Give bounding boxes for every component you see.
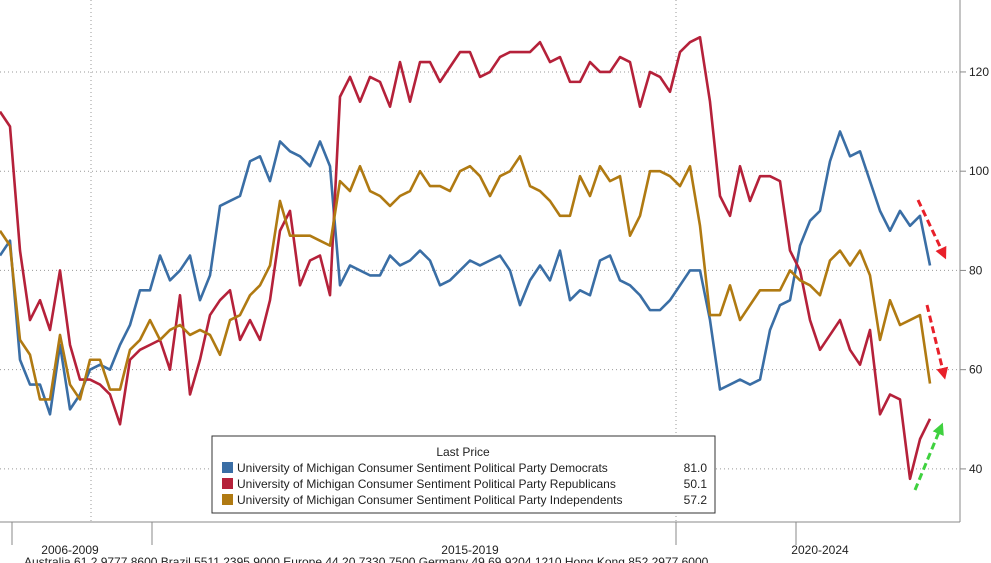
series-line (0, 155, 932, 401)
y-tick-label: 100 (969, 164, 989, 178)
legend-swatch (222, 494, 233, 505)
footer: Australia 61 2 9777 8600 Brazil 5511 239… (24, 555, 709, 563)
legend-box (211, 435, 716, 514)
legend-value: 57.2 (684, 493, 708, 507)
legend-title: Last Price (436, 445, 490, 459)
x-tick-label: 2015-2019 (441, 543, 499, 557)
legend-value: 50.1 (684, 477, 708, 491)
legend-label: University of Michigan Consumer Sentimen… (237, 461, 608, 475)
arrow (925, 304, 949, 380)
legend-swatch (222, 478, 233, 489)
arrow (913, 422, 944, 491)
y-tick-label: 40 (969, 462, 983, 476)
series-line (0, 130, 932, 416)
x-tick-label: 2006-2009 (41, 543, 99, 557)
legend: Last Price University of Michigan Consum… (211, 435, 716, 514)
period-separators (11, 522, 797, 545)
legend-value: 81.0 (684, 461, 708, 475)
y-tick-label: 120 (969, 65, 989, 79)
y-tick-label: 80 (969, 263, 983, 277)
series-line (0, 35, 932, 481)
arrow (916, 199, 947, 260)
legend-swatch (222, 462, 233, 473)
x-tick-label: 2020-2024 (791, 543, 849, 557)
legend-label: University of Michigan Consumer Sentimen… (237, 477, 616, 491)
y-tick-label: 60 (969, 363, 983, 377)
legend-label: University of Michigan Consumer Sentimen… (237, 493, 623, 507)
